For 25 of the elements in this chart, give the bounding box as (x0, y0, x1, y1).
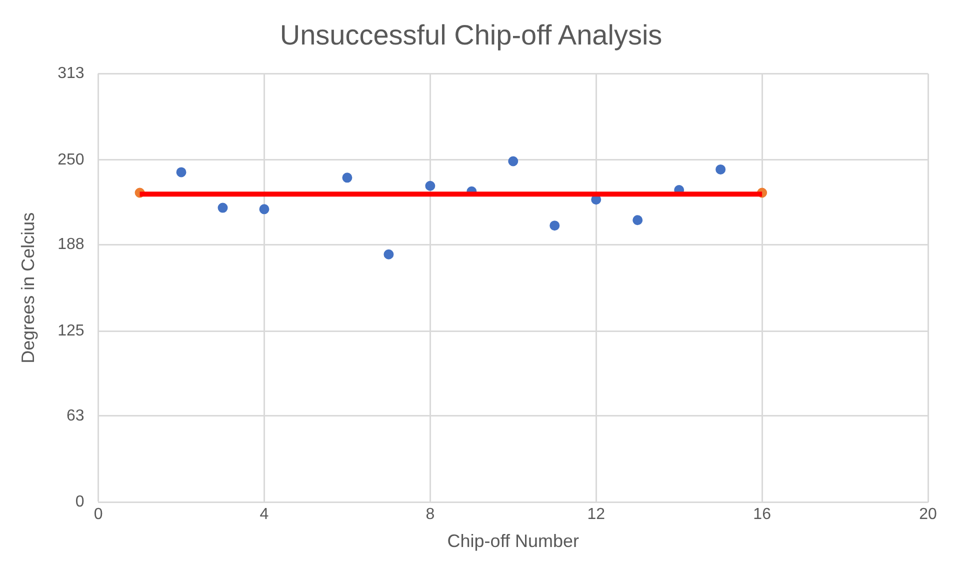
x-tick-label: 8 (426, 506, 435, 524)
point (716, 164, 726, 174)
y-tick-label: 0 (75, 494, 84, 511)
x-tick-label: 0 (94, 506, 103, 524)
chart-title: Unsuccessful Chip-off Analysis (280, 20, 662, 51)
y-tick-label: 313 (58, 65, 84, 82)
x-tick-label: 20 (919, 506, 937, 524)
point (550, 220, 560, 231)
y-tick-label: 250 (58, 151, 84, 168)
point (384, 249, 394, 260)
point (259, 204, 270, 214)
point (508, 156, 518, 166)
y-tick-label: 63 (66, 407, 84, 424)
point (632, 215, 643, 226)
x-axis-title: Chip-off Number (447, 531, 580, 552)
y-tick-label: 125 (58, 322, 84, 340)
x-tick-label: 16 (753, 506, 772, 524)
y-axis-title: Degrees in Celcius (18, 212, 38, 364)
x-tick-label: 4 (260, 506, 269, 524)
point (342, 172, 352, 183)
point (176, 167, 186, 178)
y-tick-label: 188 (58, 236, 84, 254)
point (218, 202, 228, 213)
point (425, 180, 436, 191)
x-tick-label: 12 (587, 506, 606, 524)
